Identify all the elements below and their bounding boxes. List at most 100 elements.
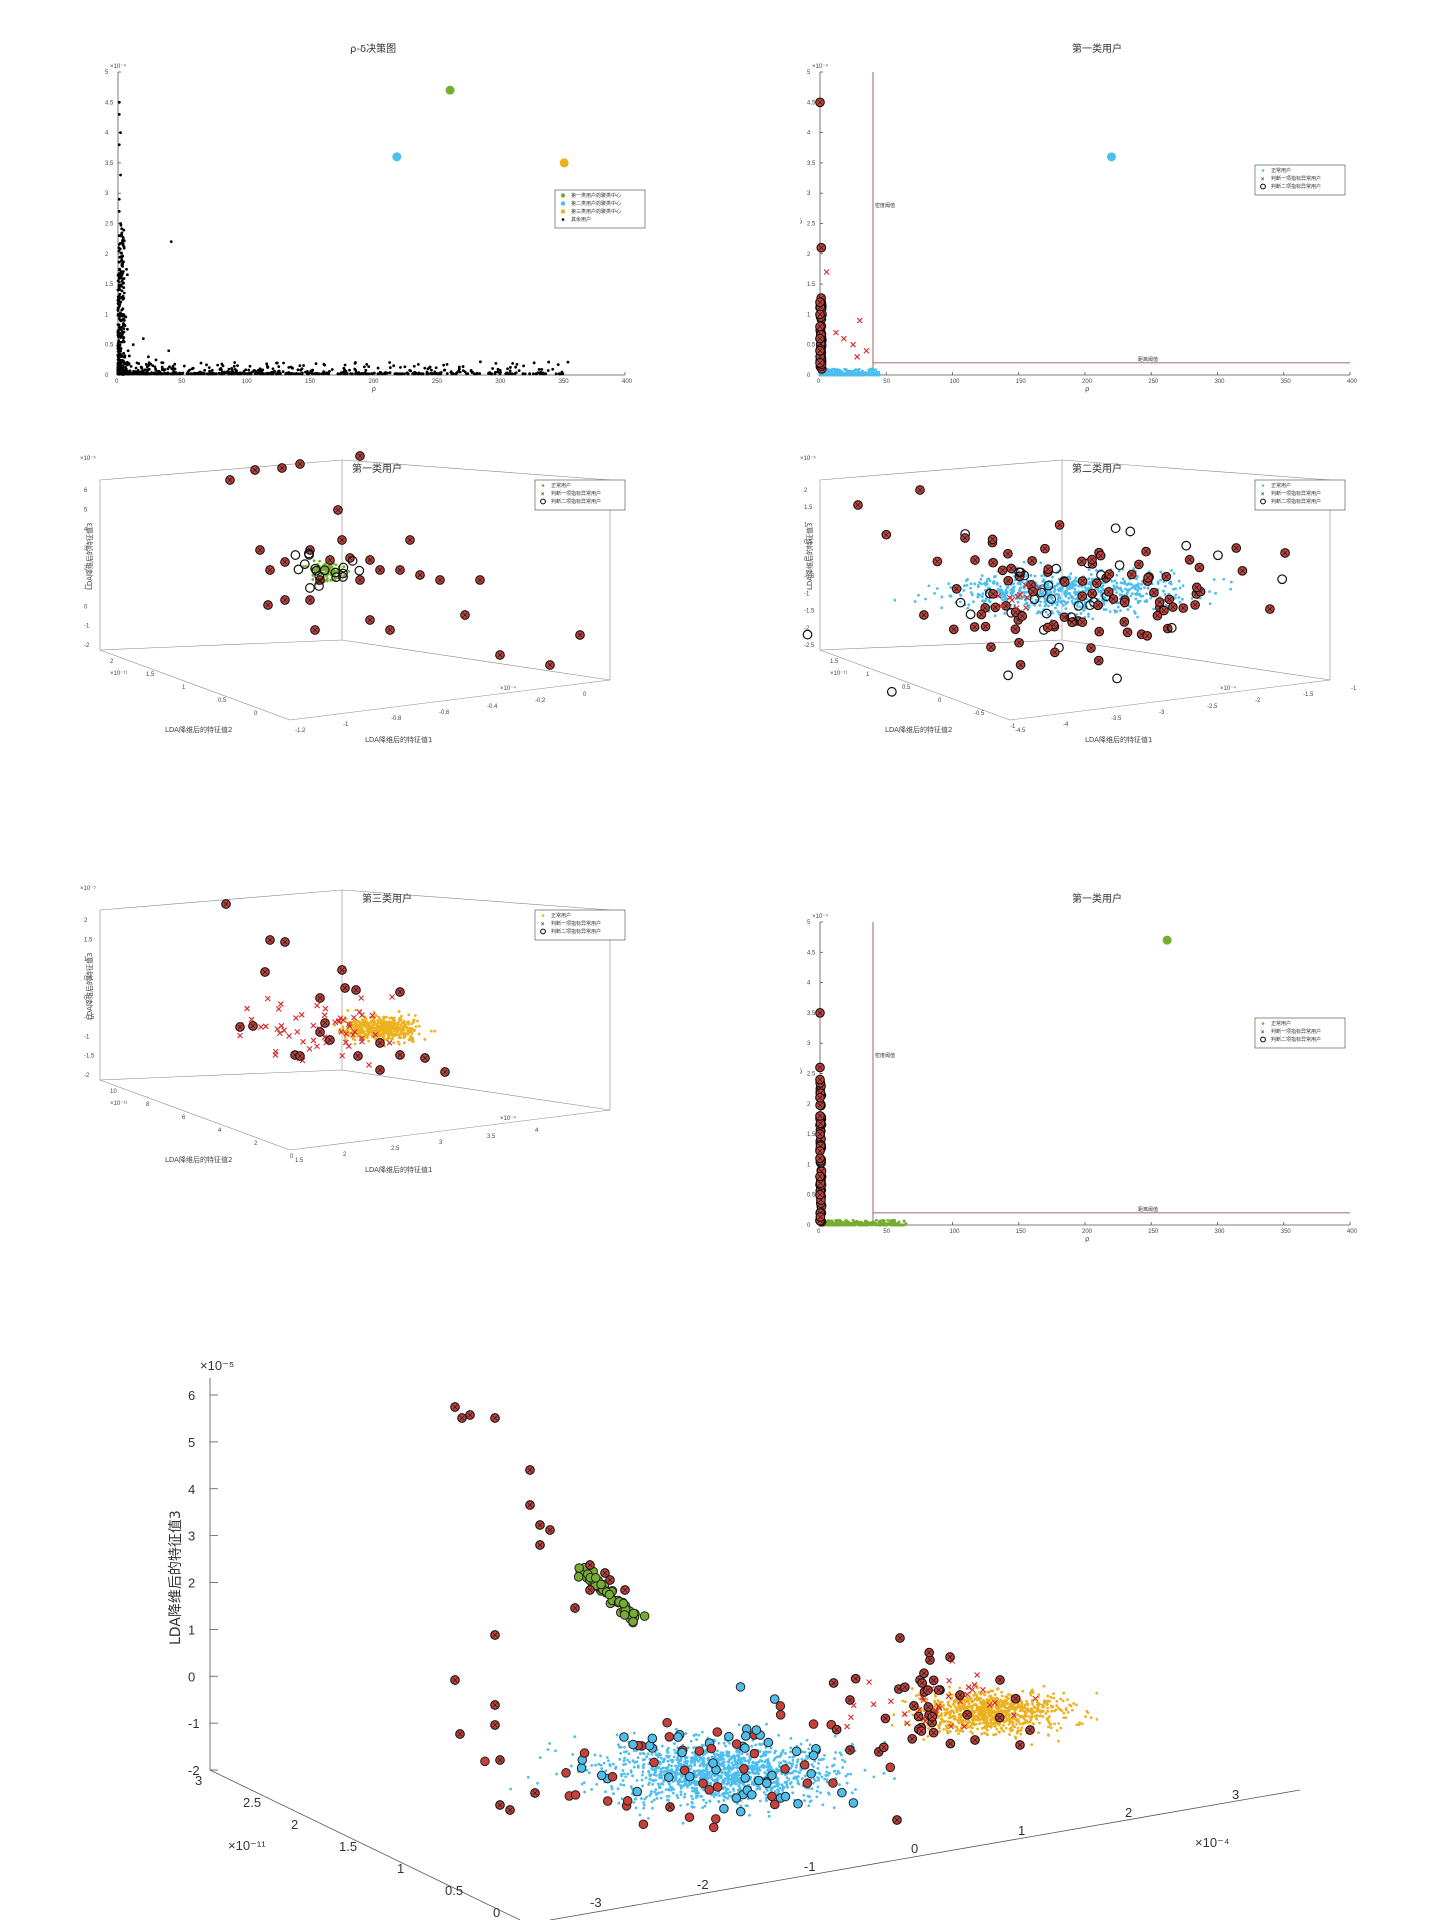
normal-user-point (1089, 583, 1093, 587)
anomaly-one-point (276, 1030, 283, 1037)
other-user-point (147, 361, 151, 365)
anomaly-two-point (420, 1053, 430, 1063)
p1-legend-label-1: 第二类用户的聚类中心 (571, 200, 621, 207)
panel-decision-graph: 0 50 100 150 200 250 300 350 400 0 0.5 1 1.5 2 2.5 3 3.5… (100, 30, 660, 400)
second-class-point (841, 1758, 844, 1762)
anomaly-two-point (1280, 548, 1290, 558)
other-user-point (342, 372, 346, 376)
other-user-point (120, 365, 124, 368)
p1-title: ρ-δ决策图 (350, 44, 397, 55)
other-user-point (330, 368, 334, 371)
second-class-point (638, 1752, 642, 1755)
other-user-point (428, 365, 432, 369)
normal-user-point (967, 603, 971, 607)
normal-user-point (1113, 586, 1117, 590)
z-tick-label: 3 (188, 1529, 195, 1544)
anomaly-two-point (1091, 578, 1102, 589)
anomaly-two-point (919, 610, 929, 620)
anomaly-two-point (1149, 587, 1159, 598)
p4-title: 第二类用户 (1072, 464, 1122, 475)
anomaly-two-point (385, 625, 395, 635)
anomaly-two-point (1076, 556, 1087, 567)
other-user-point (121, 277, 125, 281)
anomaly-two-point (1119, 617, 1130, 627)
anomaly-two-point (354, 565, 365, 576)
p4-z-tick-label: 2 (804, 488, 808, 494)
anomaly-one-point (244, 1005, 250, 1012)
second-class-point (631, 1759, 635, 1763)
normal-user-point (1006, 585, 1010, 589)
second-class-point (766, 1750, 770, 1754)
p4-legend-marker-1: × (1261, 492, 1265, 498)
x-tick-label: 350 (559, 379, 570, 385)
other-user-point (119, 276, 122, 280)
anomaly-two-point (295, 1051, 305, 1061)
other-user-point (287, 366, 291, 369)
anomaly-two-point (1190, 600, 1200, 610)
second-class-point (602, 1761, 606, 1765)
y-tick-label: 4 (105, 131, 109, 137)
normal-user-point (973, 582, 977, 586)
normal-user-point (411, 1027, 415, 1031)
anomaly-two-point (1164, 594, 1175, 605)
second-class-point (791, 1771, 794, 1775)
other-user-point (478, 360, 482, 364)
normal-user-point (305, 564, 308, 568)
normal-user-point (883, 1223, 887, 1227)
x-tick-label: 3 (1232, 1787, 1239, 1802)
second-class-point (650, 1752, 654, 1756)
normal-user-point (385, 1026, 388, 1030)
anomaly-two-point (351, 985, 361, 995)
second-class-point (807, 1804, 811, 1808)
normal-user-point (868, 1221, 872, 1225)
y-tick-label: 4.5 (105, 100, 114, 106)
other-user-point (117, 143, 121, 147)
anomaly-two-point (965, 609, 976, 620)
anomaly-one-point (264, 995, 271, 1002)
second-class-point (693, 1787, 697, 1791)
other-user-point (268, 371, 272, 375)
other-user-point (265, 362, 269, 366)
second-class-point (758, 1799, 762, 1803)
normal-user-point (342, 565, 346, 569)
normal-user-point (1128, 605, 1132, 609)
anomaly-two-point (263, 600, 273, 610)
second-class-point (850, 1791, 854, 1795)
anomaly-two-point (355, 575, 365, 585)
other-user-point (122, 281, 125, 285)
second-class-point (661, 1744, 664, 1748)
p5-z-tick-label: -0.5 (84, 1015, 95, 1021)
other-user-point (219, 372, 223, 376)
anomaly-two-point (886, 686, 897, 697)
normal-user-point (1046, 613, 1050, 617)
second-class-point (822, 1757, 825, 1761)
second-class-point (722, 1753, 725, 1757)
normal-user-point (859, 372, 862, 375)
anomaly-one-point (310, 1037, 317, 1044)
y-tick-label: 5 (807, 70, 811, 76)
anomaly-two-point (815, 333, 825, 344)
second-class-point (736, 1780, 740, 1783)
normal-user-point (382, 1019, 386, 1023)
other-user-point (478, 372, 481, 375)
normal-user-point (375, 1023, 378, 1026)
other-user-point (117, 285, 121, 289)
second-class-point (846, 1772, 850, 1776)
second-class-point (665, 1754, 669, 1758)
y-tick-label: 1 (105, 312, 109, 318)
normal-user-point (832, 367, 836, 371)
p1-legend-label-2: 第三类用户的聚类中心 (571, 208, 621, 215)
other-user-point (388, 366, 392, 369)
normal-user-point (999, 585, 1002, 588)
normal-user-point (1012, 585, 1016, 589)
p3-legend-label-2: 判断二项指标异常用户 (551, 498, 601, 505)
anomaly-two-point (375, 1038, 385, 1048)
anomaly-one-point (1035, 585, 1042, 591)
z-tick-label: -1 (188, 1716, 200, 1731)
normal-user-point (372, 1030, 375, 1033)
normal-user-point (392, 1041, 396, 1045)
normal-user-point (355, 1026, 359, 1029)
normal-user-point (853, 1220, 857, 1224)
normal-user-point (1139, 587, 1143, 591)
p4-y-tick-label: 1 (866, 672, 870, 678)
